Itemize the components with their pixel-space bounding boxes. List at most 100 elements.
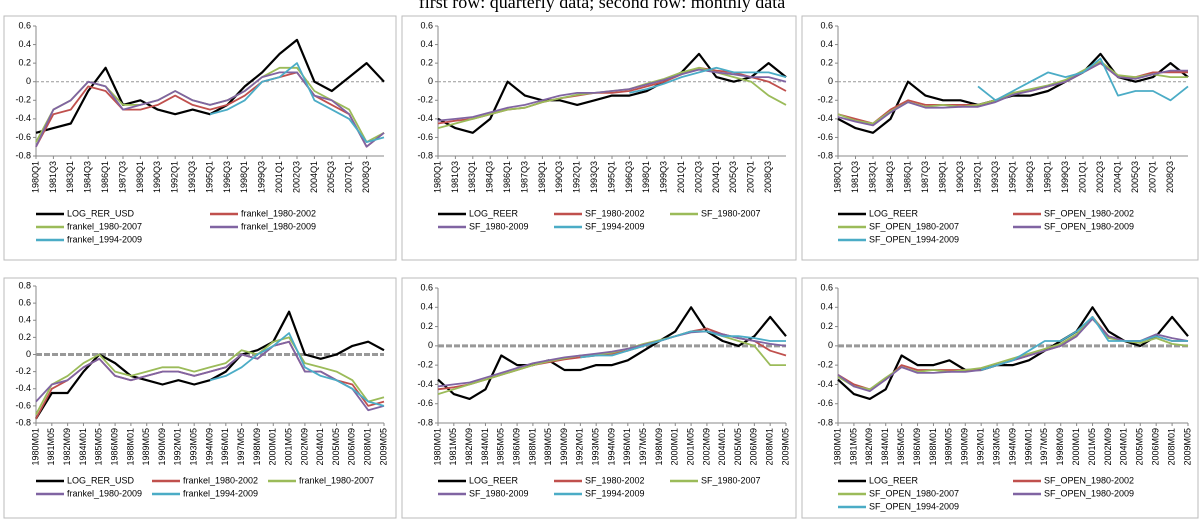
y-tick-label: -0.4	[15, 383, 31, 393]
x-tick-label: 2008M01	[363, 428, 373, 466]
x-tick-label: 1981Q3	[850, 161, 860, 193]
x-tick-label: 1999Q3	[1060, 161, 1070, 193]
legend-label: frankel_1980-2002	[183, 475, 258, 485]
y-tick-label: -0.4	[817, 113, 833, 123]
x-tick-label: 2001M05	[685, 428, 695, 466]
x-tick-label: 1989Q1	[135, 161, 145, 193]
legend-label: SF_OPEN_1980-2007	[869, 488, 959, 498]
series-line	[437, 52, 787, 134]
series-line	[35, 336, 385, 415]
legend-label: LOG_REER	[869, 208, 919, 218]
y-tick-label: 0.6	[820, 20, 833, 30]
legend-label: LOG_REER	[469, 208, 519, 218]
legend-label: SF_OPEN_1980-2009	[1044, 221, 1134, 231]
y-tick-label: -0.8	[417, 417, 433, 427]
legend-label: SF_OPEN_1980-2002	[1044, 475, 1134, 485]
x-tick-label: 1981M05	[46, 428, 56, 466]
x-tick-label: 1994M09	[204, 428, 214, 466]
legend-label: SF_OPEN_1980-2007	[869, 221, 959, 231]
y-tick-label: 0.4	[820, 302, 833, 312]
x-tick-label: 1983Q1	[467, 161, 477, 193]
y-tick-label: -0.2	[417, 95, 433, 105]
x-tick-label: 2008Q3	[1165, 161, 1175, 193]
x-tick-label: 1997M05	[1039, 428, 1049, 466]
series-line	[437, 68, 787, 122]
x-tick-label: 1986M09	[109, 428, 119, 466]
legend-label: frankel_1980-2002	[241, 208, 316, 218]
x-tick-label: 2004M01	[717, 428, 727, 466]
legend-label: SF_OPEN_1980-2009	[1044, 488, 1134, 498]
x-tick-label: 1996M01	[1023, 428, 1033, 466]
x-tick-label: 1992Q1	[972, 161, 982, 193]
panel-border	[3, 15, 397, 261]
x-tick-label: 2002M09	[701, 428, 711, 466]
y-tick-label: -0.8	[15, 417, 31, 427]
y-tick-label: 0.4	[420, 302, 433, 312]
series-line	[980, 316, 1188, 371]
x-tick-label: 1990Q3	[152, 161, 162, 193]
x-tick-label: 2005M05	[1135, 428, 1145, 466]
legend-label: SF_1980-2009	[469, 221, 529, 231]
x-tick-label: 2002Q3	[291, 161, 301, 193]
y-tick-label: 0	[26, 76, 31, 86]
x-tick-label: 2008M01	[765, 428, 775, 466]
x-tick-label: 1998M09	[1055, 428, 1065, 466]
x-tick-label: 1996M01	[622, 428, 632, 466]
x-tick-label: 1984M01	[880, 428, 890, 466]
x-tick-label: 2004M01	[315, 428, 325, 466]
legend-label: frankel_1980-2007	[299, 475, 374, 485]
x-tick-label: 1984Q3	[485, 161, 495, 193]
x-tick-label: 1985M05	[896, 428, 906, 466]
y-tick-label: 0	[428, 340, 433, 350]
x-tick-label: 1993Q3	[589, 161, 599, 193]
x-tick-label: 1986M09	[511, 428, 521, 466]
x-tick-label: 1989M05	[944, 428, 954, 466]
y-tick-label: 0.6	[18, 298, 31, 308]
x-tick-label: 1995Q1	[204, 161, 214, 193]
legend-label: frankel_1980-2007	[67, 221, 142, 231]
y-tick-label: -0.4	[417, 379, 433, 389]
x-tick-label: 1985M05	[496, 428, 506, 466]
x-tick-label: 1992M01	[976, 428, 986, 466]
x-tick-label: 1995Q1	[606, 161, 616, 193]
x-tick-label: 1985M05	[94, 428, 104, 466]
x-tick-label: 1998Q1	[1042, 161, 1052, 193]
x-tick-label: 2001Q1	[1077, 161, 1087, 193]
y-tick-label: 0	[26, 349, 31, 359]
x-tick-label: 1993M05	[991, 428, 1001, 466]
x-tick-label: 2002M09	[1103, 428, 1113, 466]
x-tick-label: 2009M05	[378, 428, 388, 466]
x-tick-label: 1989M05	[543, 428, 553, 466]
x-tick-label: 1998M09	[252, 428, 262, 466]
x-tick-label: 1993Q3	[990, 161, 1000, 193]
x-tick-label: 2008Q3	[763, 161, 773, 193]
y-tick-label: 0.2	[820, 58, 833, 68]
x-tick-label: 1998M09	[654, 428, 664, 466]
x-tick-label: 2008Q3	[361, 161, 371, 193]
legend-label: LOG_REER	[469, 475, 519, 485]
x-tick-label: 1987Q3	[117, 161, 127, 193]
x-tick-label: 1998Q1	[641, 161, 651, 193]
x-tick-label: 2004Q1	[1112, 161, 1122, 193]
y-tick-label: -0.2	[417, 360, 433, 370]
x-tick-label: 2006M09	[347, 428, 357, 466]
x-tick-label: 1980M01	[30, 428, 40, 466]
x-tick-label: 1999Q3	[257, 161, 267, 193]
x-tick-label: 2005M05	[733, 428, 743, 466]
legend-label: SF_1994-2009	[585, 488, 645, 498]
x-tick-label: 2008M01	[1166, 428, 1176, 466]
x-tick-label: 1982M09	[464, 428, 474, 466]
series-line	[209, 332, 385, 407]
legend-label: SF_1980-2002	[585, 208, 645, 218]
series-line	[837, 62, 1188, 127]
x-tick-label: 1996Q3	[222, 161, 232, 193]
x-tick-label: 1983Q1	[65, 161, 75, 193]
series-line	[35, 340, 385, 412]
x-tick-label: 1980Q1	[30, 161, 40, 193]
legend-label: LOG_REER	[869, 475, 919, 485]
y-tick-label: 0.4	[420, 39, 433, 49]
x-tick-label: 1990Q3	[955, 161, 965, 193]
y-tick-label: 0.6	[420, 282, 433, 292]
x-tick-label: 1996M01	[220, 428, 230, 466]
